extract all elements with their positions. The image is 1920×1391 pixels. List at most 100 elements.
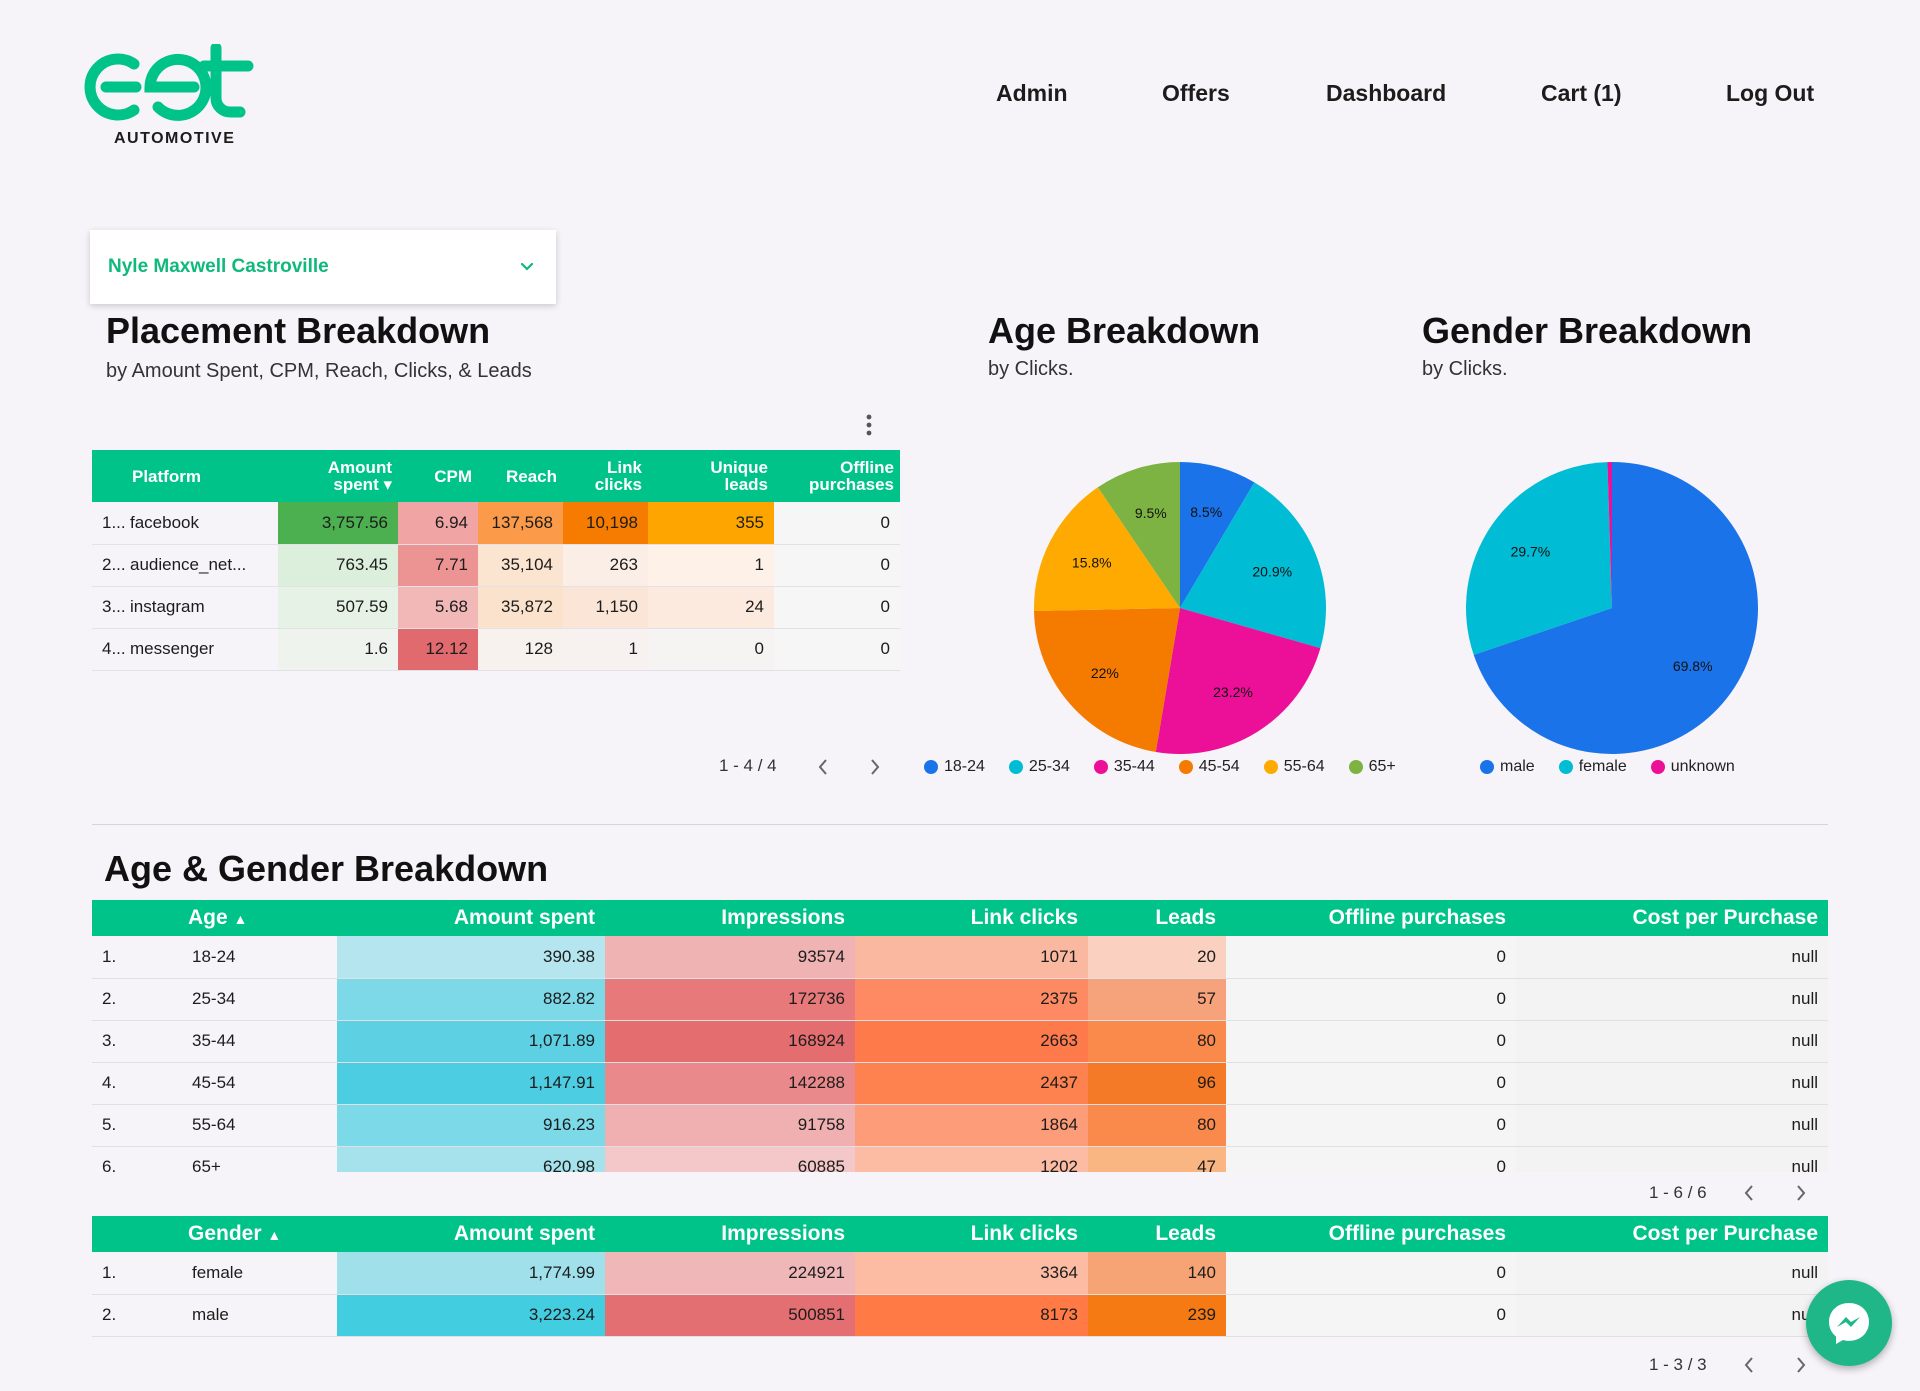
legend-item[interactable]: 25-34: [1008, 758, 1070, 776]
pie-slice-male[interactable]: [1473, 462, 1758, 754]
legend-label: 45-54: [1198, 758, 1240, 775]
legend-item[interactable]: male: [1480, 758, 1535, 776]
col-reach[interactable]: Reach: [478, 450, 563, 502]
col-platform[interactable]: Platform: [92, 450, 278, 502]
prev-page-icon[interactable]: [816, 757, 830, 777]
col-impressions[interactable]: Impressions: [605, 1216, 856, 1252]
table-row[interactable]: 6. 65+ 620.98 60885 1202 47 0 null: [92, 1146, 1828, 1172]
col-offline-purchases[interactable]: Offline purchases: [774, 450, 900, 502]
legend-label: unknown: [1670, 758, 1735, 775]
table-row[interactable]: 2. 25-34 882.82 172736 2375 57 0 null: [92, 978, 1828, 1021]
table-row[interactable]: 3. 35-44 1,071.89 168924 2663 80 0 null: [92, 1020, 1828, 1063]
legend-item[interactable]: 65+: [1348, 758, 1396, 776]
dealer-select[interactable]: Nyle Maxwell Castroville: [90, 230, 556, 304]
col-impressions[interactable]: Impressions: [605, 900, 856, 936]
nav-offers[interactable]: Offers: [1162, 80, 1230, 106]
pie-data-label: 9.5%: [1135, 505, 1167, 521]
prev-page-icon[interactable]: [1742, 1183, 1756, 1203]
table-row[interactable]: 1... facebook 3,757.56 6.94 137,568 10,1…: [92, 502, 900, 545]
col-offline-purchases[interactable]: Offline purchases: [1226, 900, 1517, 936]
pie-data-label: 69.8%: [1673, 658, 1713, 674]
col-cpm[interactable]: CPM: [398, 450, 478, 502]
legend-item[interactable]: 35-44: [1093, 758, 1155, 776]
next-page-icon[interactable]: [868, 757, 882, 777]
prev-page-icon[interactable]: [1742, 1355, 1756, 1375]
legend-swatch: [1093, 760, 1108, 774]
table-row[interactable]: 3... instagram 507.59 5.68 35,872 1,150 …: [92, 586, 900, 629]
logo-subtitle: AUTOMOTIVE: [114, 130, 236, 147]
table-row[interactable]: 4... messenger 1.6 12.12 128 1 0 0: [92, 628, 900, 671]
col-cost-per-purchase[interactable]: Cost per Purchase: [1516, 900, 1828, 936]
table-row[interactable]: 1. 18-24 390.38 93574 1071 20 0 null: [92, 936, 1828, 979]
pie-slice-25-34[interactable]: [1180, 482, 1326, 649]
section-divider: [92, 824, 1828, 825]
col-leads[interactable]: Leads: [1088, 1216, 1227, 1252]
pie-slice-female[interactable]: [1466, 462, 1612, 655]
gender-pager: 1 - 3 / 3: [1649, 1355, 1707, 1374]
col-link-clicks[interactable]: Link clicks: [855, 900, 1089, 936]
age-pie-chart[interactable]: 8.5% 20.9% 23.2% 22% 15.8% 9.5%: [1020, 448, 1340, 768]
link-clicks-cell: 1864: [855, 1104, 1089, 1147]
col-amount-spent[interactable]: Amount spent: [337, 900, 606, 936]
table-row[interactable]: 2. male 3,223.24 500851 8173 239 0 null: [92, 1294, 1829, 1337]
age-gender-title: Age & Gender Breakdown: [104, 848, 549, 889]
aet-logo[interactable]: AUTOMOTIVE: [84, 44, 264, 154]
nav-cart[interactable]: Cart (1): [1541, 80, 1622, 106]
legend-item[interactable]: 55-64: [1263, 758, 1325, 776]
messenger-chat-button[interactable]: [1806, 1280, 1892, 1366]
placement-header-row: Platform Amount spent ▾ CPM Reach Link cli…: [92, 450, 900, 502]
pie-slice-18-24[interactable]: [1180, 462, 1255, 608]
legend-item[interactable]: 45-54: [1178, 758, 1240, 776]
row-index: 4.: [92, 1062, 182, 1105]
gender-pie-chart[interactable]: 69.8% 29.7%: [1452, 448, 1772, 768]
col-link-clicks[interactable]: Link clicks: [563, 450, 648, 502]
legend-item[interactable]: 18-24: [924, 758, 985, 776]
table-row[interactable]: 2... audience_net... 763.45 7.71 35,104 …: [92, 544, 900, 587]
pie-data-label: 15.8%: [1072, 554, 1112, 570]
amount-spent-cell: 916.23: [337, 1104, 606, 1147]
legend-item[interactable]: female: [1558, 758, 1627, 776]
pie-slice-65+[interactable]: [1097, 462, 1180, 608]
row-index: 4...: [92, 628, 130, 671]
col-link-clicks[interactable]: Link clicks: [855, 1216, 1089, 1252]
amount-spent-cell: 390.38: [337, 936, 606, 979]
col-unique-leads[interactable]: Unique leads: [648, 450, 774, 502]
placement-subtitle: by Amount Spent, CPM, Reach, Clicks, & L…: [106, 360, 532, 382]
col-offline-purchases[interactable]: Offline purchases: [1226, 1216, 1517, 1252]
next-page-icon[interactable]: [1794, 1355, 1808, 1375]
col-amount-spent[interactable]: Amount spent: [337, 1216, 606, 1252]
pie-slice-45-54[interactable]: [1034, 608, 1180, 752]
col-leads[interactable]: Leads: [1088, 900, 1227, 936]
age-table-viewport[interactable]: Age ▲ Amount spent Impressions Link clic…: [92, 900, 1828, 1172]
legend-swatch: [1558, 760, 1573, 774]
pie-data-label: 8.5%: [1190, 504, 1222, 520]
table-row[interactable]: 5. 55-64 916.23 91758 1864 80 0 null: [92, 1104, 1828, 1147]
gender-legend: male female unknown: [1480, 758, 1759, 776]
offline-purchases-cell: 0: [1226, 1252, 1517, 1295]
nav-logout[interactable]: Log Out: [1726, 80, 1815, 106]
gender-chart-subtitle: by Clicks.: [1422, 358, 1508, 380]
cost-per-purchase-cell: null: [1516, 1062, 1828, 1105]
table-row[interactable]: 1. female 1,774.99 224921 3364 140 0 null: [92, 1252, 1829, 1295]
pie-slice-35-44[interactable]: [1155, 608, 1321, 754]
cost-per-purchase-cell: null: [1516, 1146, 1828, 1172]
impressions-cell: 142288: [605, 1062, 856, 1105]
pie-slice-55-64[interactable]: [1034, 487, 1180, 611]
col-amount-spent[interactable]: Amount spent ▾: [278, 450, 398, 502]
next-page-icon[interactable]: [1794, 1183, 1808, 1203]
col-cost-per-purchase[interactable]: Cost per Purchase: [1516, 1216, 1829, 1252]
offline-purchases-cell: 0: [774, 628, 900, 671]
legend-item[interactable]: unknown: [1650, 758, 1735, 776]
row-label: 45-54: [182, 1062, 338, 1105]
col-age[interactable]: Age ▲: [92, 900, 338, 936]
age-legend: 18-24 25-34 35-44 45-54 55-64 65+: [924, 758, 1420, 776]
nav-dashboard[interactable]: Dashboard: [1326, 80, 1447, 106]
pie-slice-unknown[interactable]: [1607, 462, 1612, 608]
leads-cell: 96: [1088, 1062, 1227, 1105]
nav-admin[interactable]: Admin: [996, 80, 1068, 106]
col-gender[interactable]: Gender ▲: [92, 1216, 338, 1252]
reach-cell: 137,568: [478, 502, 563, 545]
reach-cell: 128: [478, 628, 563, 671]
table-row[interactable]: 4. 45-54 1,147.91 142288 2437 96 0 null: [92, 1062, 1828, 1105]
more-options-icon[interactable]: [862, 412, 876, 438]
